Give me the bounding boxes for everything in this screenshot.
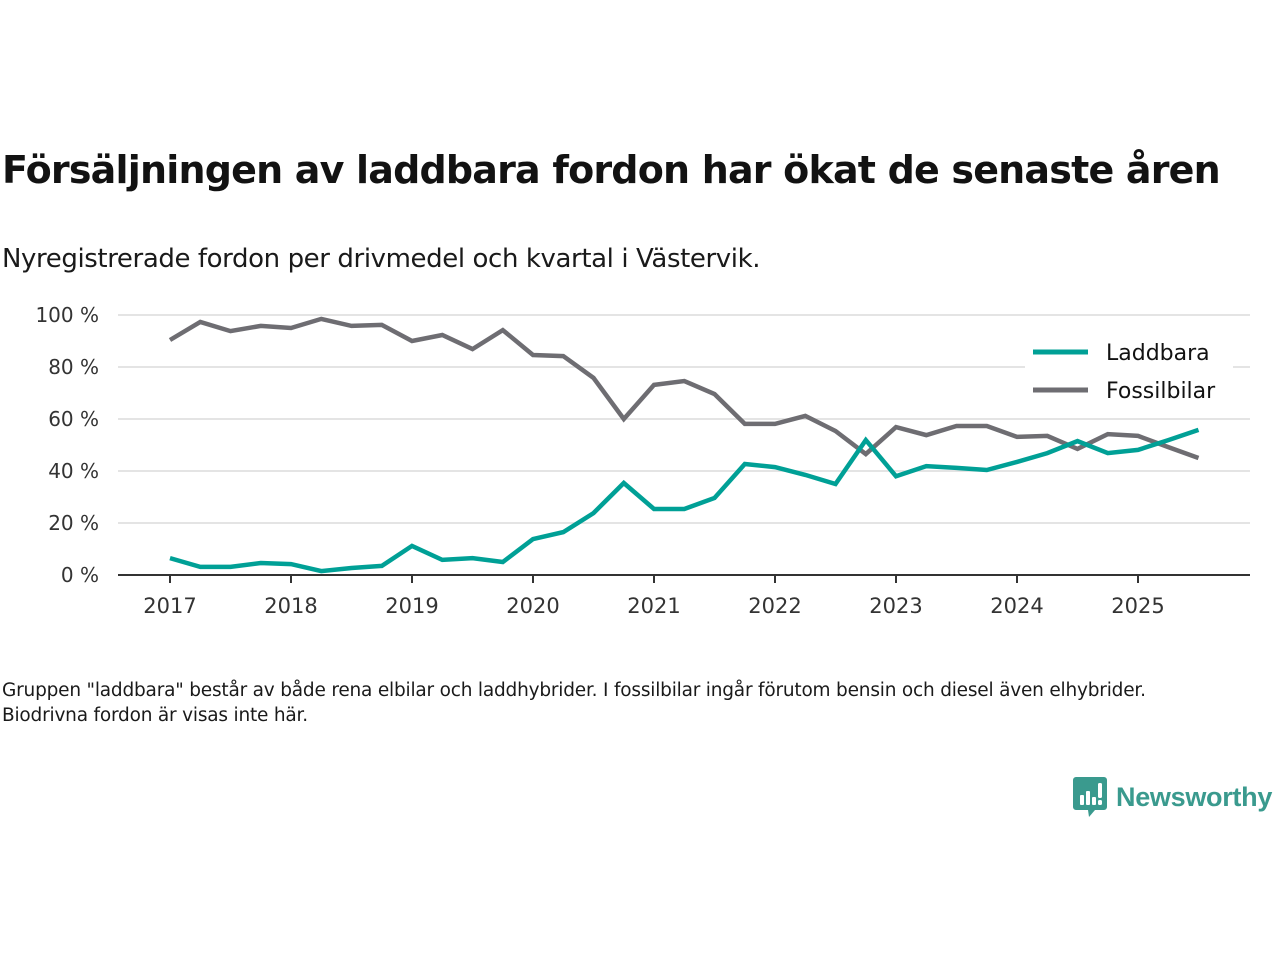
series-line-laddbara	[169, 427, 1200, 574]
x-tick-label: 2017	[143, 594, 196, 618]
brand-logo[interactable]: Newsworthy	[1073, 777, 1272, 817]
line-chart: 0 % 20 % 40 % 60 % 80 % 100 % 2017 2018 2019 202…	[35, 303, 1250, 618]
series-lines	[168, 316, 1200, 574]
x-tick-label: 2023	[869, 594, 922, 618]
legend-label-fossilbilar: Fossilbilar	[1106, 379, 1216, 404]
series-line-fossilbilar	[168, 316, 1200, 461]
x-tick-label: 2021	[627, 594, 680, 618]
x-tick-label: 2020	[506, 594, 559, 618]
brand-name: Newsworthy	[1116, 781, 1273, 812]
legend: Laddbara Fossilbilar	[1025, 336, 1233, 410]
x-tick-label: 2024	[990, 594, 1043, 618]
y-tick-label: 80 %	[48, 355, 99, 379]
x-axis: 2017 2018 2019 2020 2021 2022 2023 2024 2025	[118, 574, 1250, 618]
y-tick-label: 60 %	[48, 407, 99, 431]
y-tick-label: 0 %	[61, 563, 99, 587]
chart-subtitle: Nyregistrerade fordon per drivmedel och …	[2, 244, 761, 274]
x-tick-label: 2025	[1111, 594, 1164, 618]
legend-background	[1025, 336, 1233, 410]
footnote: Gruppen "laddbara" består av både rena e…	[2, 680, 1146, 726]
x-tick-label: 2022	[748, 594, 801, 618]
newsworthy-logo-icon	[1073, 777, 1107, 817]
y-tick-label: 20 %	[48, 511, 99, 535]
x-tick-label: 2018	[264, 594, 317, 618]
y-axis: 0 % 20 % 40 % 60 % 80 % 100 %	[35, 303, 99, 587]
x-tick-label: 2019	[385, 594, 438, 618]
y-tick-label: 40 %	[48, 459, 99, 483]
legend-label-laddbara: Laddbara	[1106, 341, 1210, 366]
chart-title: Försäljningen av laddbara fordon har öka…	[2, 148, 1221, 192]
y-tick-label: 100 %	[35, 303, 99, 327]
